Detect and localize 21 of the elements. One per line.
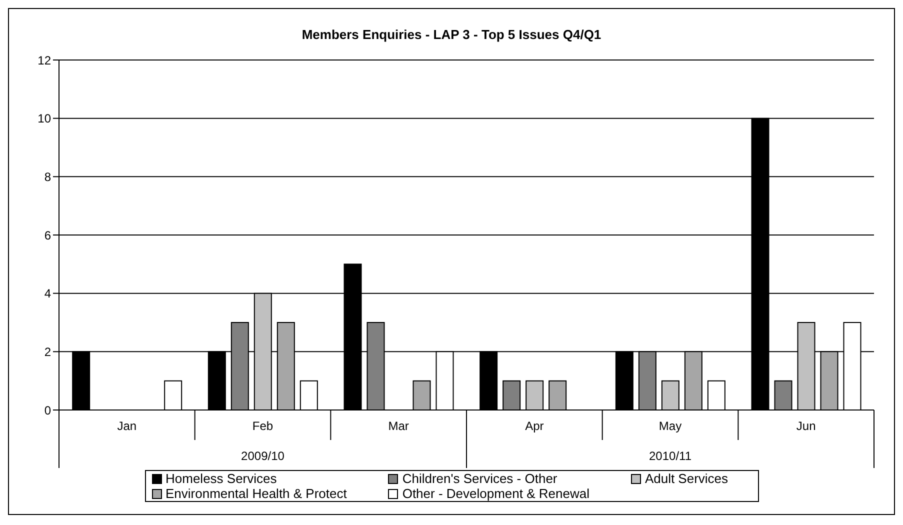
- x-tick-label: Jun: [796, 419, 816, 433]
- y-tick-label: 8: [44, 170, 52, 184]
- text: 2009/10: [241, 449, 285, 463]
- x-tick-label: May: [658, 419, 682, 433]
- chart-title: Members Enquiries - LAP 3 - Top 5 Issues Q4/Q1: [300, 27, 602, 42]
- legend-label: Environmental Health & Protect: [164, 486, 348, 501]
- y-tick-label: 2: [44, 344, 52, 359]
- y-tick-label: 4: [44, 286, 52, 301]
- y-tick-label: 6: [44, 228, 52, 242]
- legend-label: Adult Services: [644, 471, 730, 486]
- x-tick-label: Apr: [525, 419, 544, 433]
- legend-label: Other - Development & Renewal: [401, 486, 590, 501]
- y-tick-label: 10: [38, 112, 52, 126]
- x-tick-label: Jan: [117, 419, 137, 433]
- text: 2010/11: [649, 449, 692, 463]
- legend-label: Children's Services - Other: [401, 471, 558, 486]
- x-tick-label: Feb: [252, 419, 274, 433]
- x-tick-label: Mar: [388, 419, 409, 433]
- legend-label: Homeless Services: [164, 471, 278, 486]
- y-tick-label: 12: [38, 53, 52, 68]
- y-tick-label: 0: [44, 403, 52, 418]
